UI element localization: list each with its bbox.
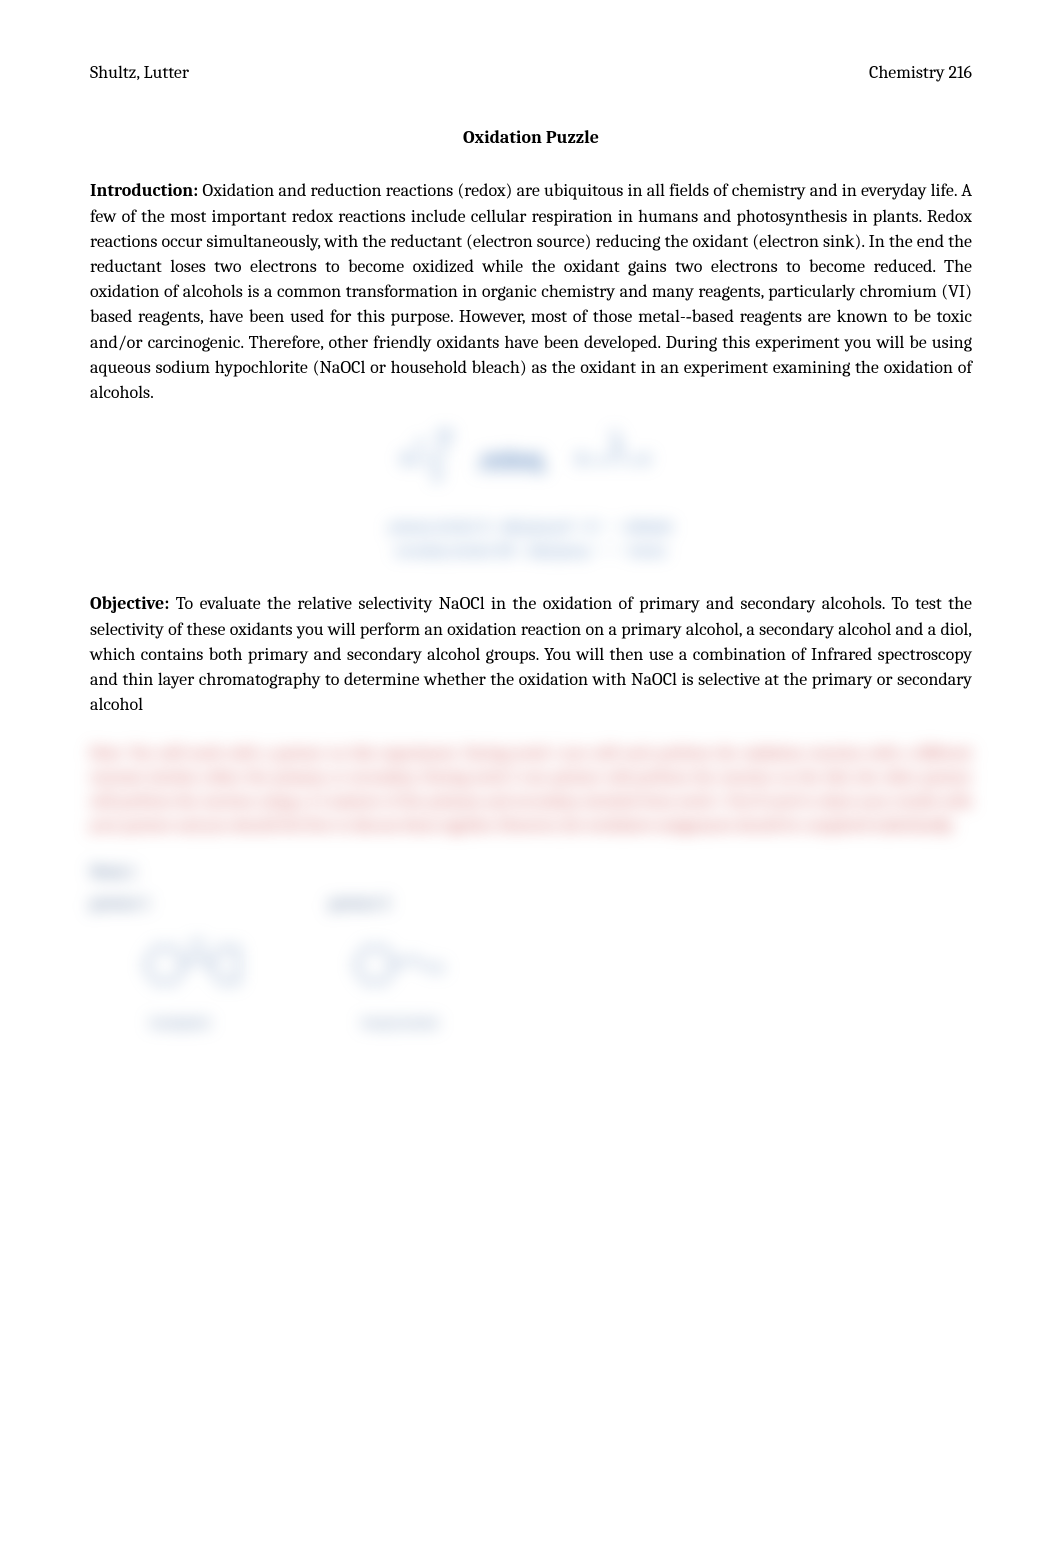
- benzyl-alcohol-structure: OH: [340, 930, 460, 1000]
- objective-text: To evaluate the relative selectivity NaO…: [90, 593, 972, 715]
- introduction-label: Introduction:: [90, 180, 198, 201]
- chem-line-1: primary alcohol: R = alkyl group R' = H …: [331, 519, 731, 537]
- objective-paragraph: Objective: To evaluate the relative sele…: [90, 591, 972, 717]
- molecule-2: OH benzyl alcohol: [340, 930, 460, 1033]
- svg-text:R': R': [641, 451, 652, 468]
- svg-text:C: C: [433, 451, 440, 468]
- blurred-content-section: Note: You will work with a partner on th…: [90, 741, 972, 1032]
- introduction-paragraph: Introduction: Oxidation and reduction re…: [90, 178, 972, 405]
- benzhydrol-structure: OH: [120, 930, 240, 1000]
- svg-text:OH: OH: [190, 938, 205, 951]
- blurred-chem-diagram: R H C OH R' oxidant R C O R' pr: [90, 429, 972, 561]
- chem-line-2: secondary alcohol: RR' = alkyl group → →…: [331, 543, 731, 561]
- svg-text:C: C: [608, 451, 615, 468]
- svg-text:oxidant: oxidant: [481, 448, 543, 469]
- objective-label: Objective:: [90, 593, 169, 614]
- svg-text:OH: OH: [430, 962, 445, 975]
- blurred-note-text: Note: You will work with a partner on th…: [90, 741, 972, 837]
- svg-text:R: R: [401, 450, 411, 468]
- introduction-text: Oxidation and reduction reactions (redox…: [90, 180, 972, 403]
- document-title: Oxidation Puzzle: [90, 125, 972, 150]
- partner-1-label: partner 1: [90, 892, 149, 914]
- molecule-1-label: benzhydrol: [120, 1015, 240, 1033]
- molecule-1: OH benzhydrol: [120, 930, 240, 1033]
- chemical-structure-svg: R H C OH R' oxidant R C O R': [381, 429, 681, 499]
- week-label: Week 1: [90, 861, 972, 883]
- svg-text:OH: OH: [437, 429, 453, 442]
- svg-text:O: O: [611, 429, 618, 442]
- svg-text:R: R: [576, 450, 586, 468]
- molecule-2-label: benzyl alcohol: [340, 1015, 460, 1033]
- header-right: Chemistry 216: [869, 60, 972, 85]
- partner-2-label: partner 2: [329, 892, 390, 914]
- svg-text:H: H: [416, 438, 424, 452]
- svg-text:R': R': [433, 470, 443, 484]
- header-left: Shultz, Lutter: [90, 60, 189, 85]
